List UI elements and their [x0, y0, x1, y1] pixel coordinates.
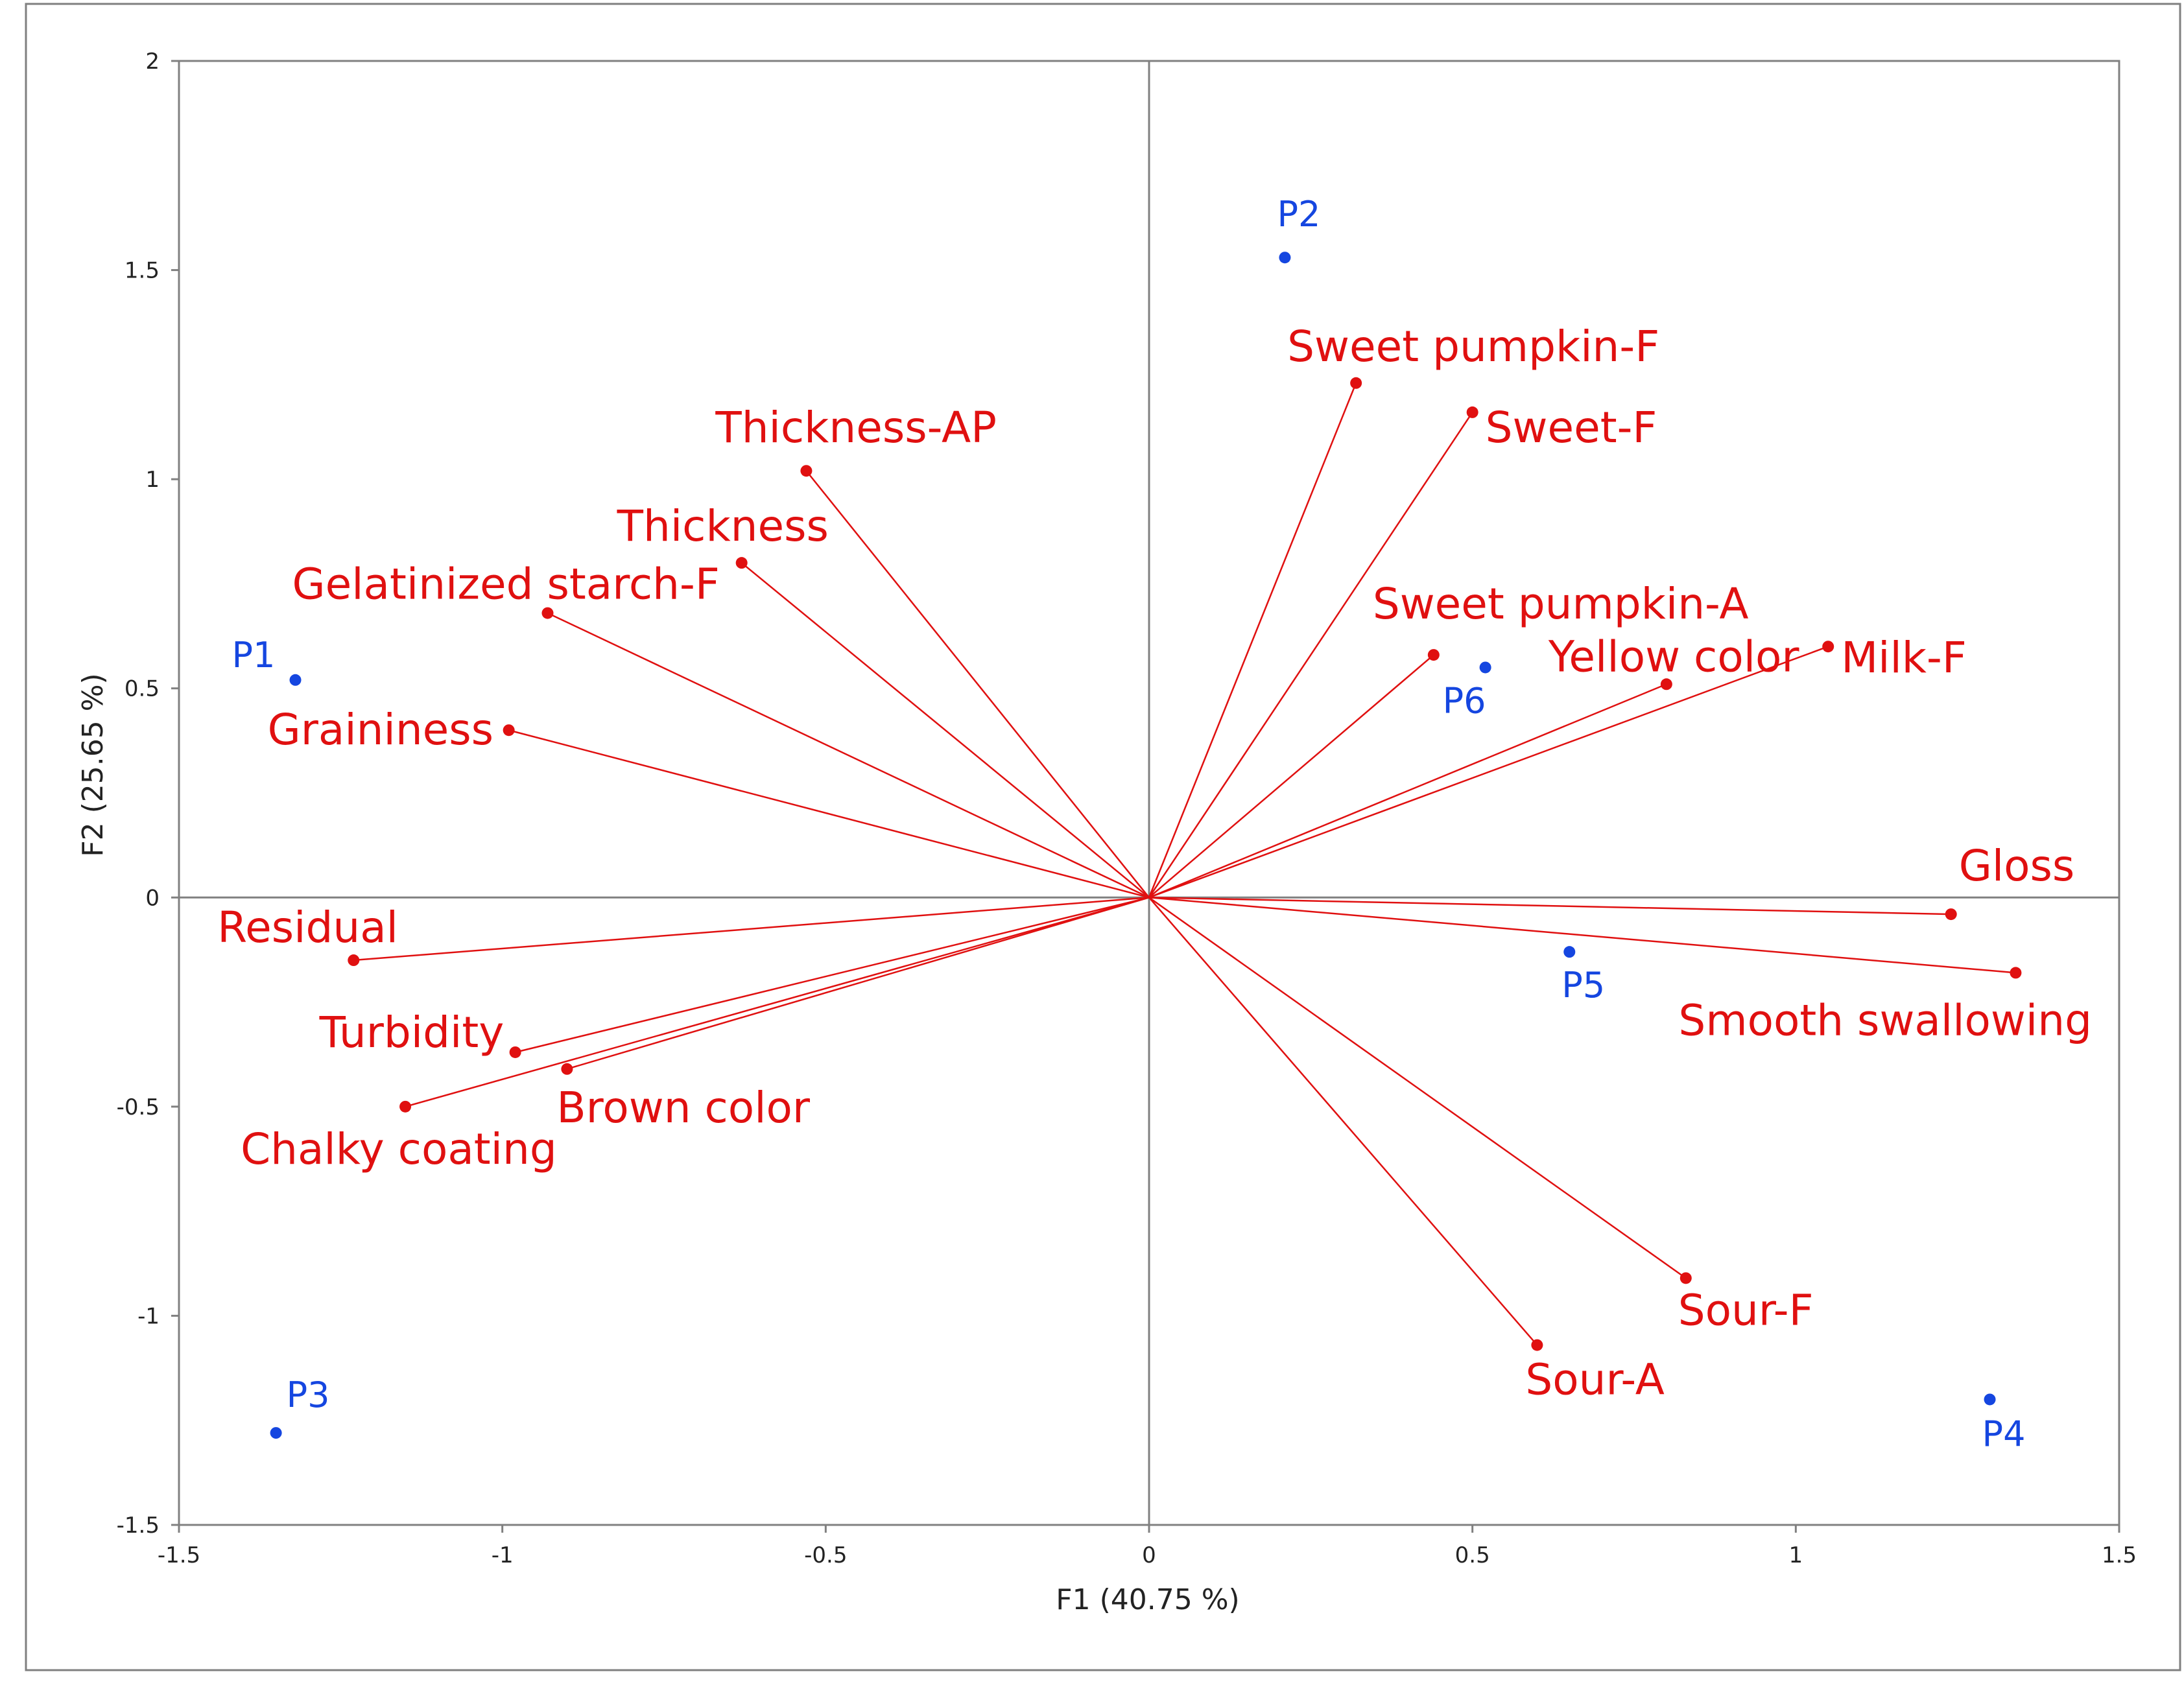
y-tick-label: -1	[137, 1303, 160, 1329]
x-axis-title: F1 (40.75 %)	[1056, 1583, 1239, 1616]
variable-label: Chalky coating	[241, 1124, 557, 1174]
variable-vector-line	[1148, 897, 2016, 974]
variable-vector-line	[1148, 654, 1434, 899]
variable-label: Graininess	[268, 705, 493, 755]
variable-point	[1350, 377, 1362, 389]
variable-point	[2010, 967, 2022, 979]
variable-point	[1466, 406, 1478, 418]
variable-vector-line	[805, 470, 1150, 899]
variable-label: Sour-F	[1678, 1285, 1814, 1335]
variable-point	[348, 954, 360, 967]
variable-label: Sweet-F	[1486, 403, 1657, 453]
variable-vector-line	[1148, 897, 1538, 1346]
variable-point	[509, 1046, 521, 1058]
variable-point	[735, 557, 748, 569]
observation-label: P6	[1443, 680, 1486, 721]
y-axis-title: F2 (25.65 %)	[77, 673, 110, 856]
y-tick-label: 0	[145, 885, 160, 911]
variable-vector-line	[1148, 897, 1951, 915]
observation-label: P5	[1561, 965, 1605, 1006]
variable-label: Smooth swallowing	[1678, 995, 2092, 1045]
variable-vector-line	[1148, 646, 1829, 899]
x-tick-label: -1.5	[158, 1542, 200, 1568]
variable-point	[1680, 1272, 1692, 1284]
variable-point	[1945, 908, 1957, 921]
y-tick-label: -1.5	[117, 1513, 160, 1539]
variable-point	[1822, 641, 1834, 653]
variable-vector-line	[567, 897, 1150, 1070]
variable-point	[561, 1063, 573, 1075]
variable-label: Milk-F	[1841, 633, 1967, 683]
variable-label: Brown color	[556, 1083, 811, 1133]
observation-point	[1479, 661, 1491, 674]
x-tick-label: 0.5	[1455, 1542, 1490, 1568]
variable-vector-line	[508, 729, 1150, 899]
variable-label: Residual	[217, 902, 398, 952]
observation-point	[1984, 1393, 1996, 1406]
variable-label: Thickness-AP	[715, 403, 997, 453]
observation-label: P1	[232, 635, 276, 676]
x-tick-label: 0	[1142, 1542, 1156, 1568]
variable-vector-line	[1148, 412, 1473, 898]
variable-label: Thickness	[617, 501, 829, 551]
variable-label: Sweet pumpkin-F	[1287, 322, 1659, 372]
observation-point	[1563, 946, 1576, 958]
variable-vector-line	[515, 897, 1150, 1054]
variable-point	[503, 724, 515, 737]
variable-point	[1427, 649, 1440, 661]
observation-label: P3	[287, 1374, 330, 1415]
variable-vector-line	[1148, 897, 1687, 1279]
observation-label: P2	[1277, 194, 1320, 235]
variable-label: Gelatinized starch-F	[292, 560, 719, 609]
y-tick-label: 0.5	[125, 676, 160, 702]
variable-vector-line	[1148, 383, 1357, 898]
variable-label: Turbidity	[319, 1008, 504, 1057]
observation-point	[1279, 252, 1291, 264]
observation-point	[289, 674, 302, 686]
variable-point	[1531, 1339, 1543, 1351]
y-tick-label: 1.5	[125, 258, 160, 284]
variable-label: Sweet pumpkin-A	[1373, 579, 1749, 629]
x-tick-label: 1.5	[2102, 1542, 2137, 1568]
y-tick-label: -0.5	[117, 1094, 160, 1120]
observation-point	[270, 1427, 282, 1439]
variable-point	[541, 607, 554, 619]
outer-frame	[25, 3, 2181, 1671]
x-tick-label: -0.5	[804, 1542, 847, 1568]
variable-vector-line	[353, 897, 1150, 961]
variable-label: Yellow color	[1548, 631, 1800, 681]
x-tick-label: 1	[1789, 1542, 1803, 1568]
variable-vector-line	[547, 612, 1150, 899]
variable-label: Gloss	[1959, 841, 2075, 891]
observation-label: P4	[1982, 1413, 2026, 1454]
variable-vector-line	[1148, 683, 1667, 899]
variable-label: Sour-A	[1525, 1355, 1665, 1405]
x-tick-label: -1	[492, 1542, 514, 1568]
y-tick-label: 1	[145, 467, 160, 493]
variable-point	[399, 1100, 412, 1113]
y-tick-label: 2	[145, 49, 160, 75]
variable-vector-line	[405, 897, 1150, 1108]
variable-vector-line	[741, 562, 1150, 899]
variable-point	[800, 465, 813, 477]
variable-point	[1660, 678, 1672, 690]
